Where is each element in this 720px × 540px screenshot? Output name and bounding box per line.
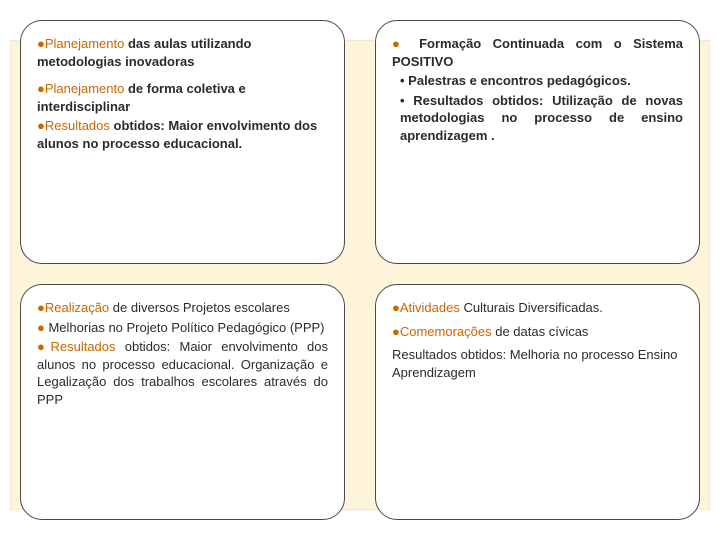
text: • Palestras e encontros pedagógicos. <box>400 73 631 88</box>
text: Resultados obtidos: Melhoria no processo… <box>392 347 677 380</box>
text: de diversos Projetos escolares <box>109 300 290 315</box>
bullet-icon: ● <box>392 36 419 51</box>
bullet-text: ●Realização <box>37 300 109 315</box>
text: Formação Continuada com o Sistema POSITI… <box>392 36 683 69</box>
box-top-right: ● Formação Continuada com o Sistema POSI… <box>375 20 700 264</box>
box-bottom-right: ●Atividades Culturais Diversificadas. ●Co… <box>375 284 700 520</box>
bullet-icon: ● <box>37 320 45 335</box>
bullet-text: ●Resultados <box>37 118 110 133</box>
box-top-left: ●Planejamento das aulas utilizando metod… <box>20 20 345 264</box>
text: de datas cívicas <box>492 324 589 339</box>
bullet-text: ●Resultados <box>37 339 116 354</box>
content-grid: ●Planejamento das aulas utilizando metod… <box>20 20 700 520</box>
bullet-text: ●Comemorações <box>392 324 492 339</box>
text: Culturais Diversificadas. <box>460 300 603 315</box>
text: Melhorias no Projeto Político Pedagógico… <box>45 320 325 335</box>
bullet-text: ●Planejamento <box>37 36 124 51</box>
bullet-text: ●Atividades <box>392 300 460 315</box>
text: • Resultados obtidos: Utilização de nova… <box>400 93 683 143</box>
box-bottom-left: ●Realização de diversos Projetos escolar… <box>20 284 345 520</box>
bullet-text: ●Planejamento <box>37 81 124 96</box>
